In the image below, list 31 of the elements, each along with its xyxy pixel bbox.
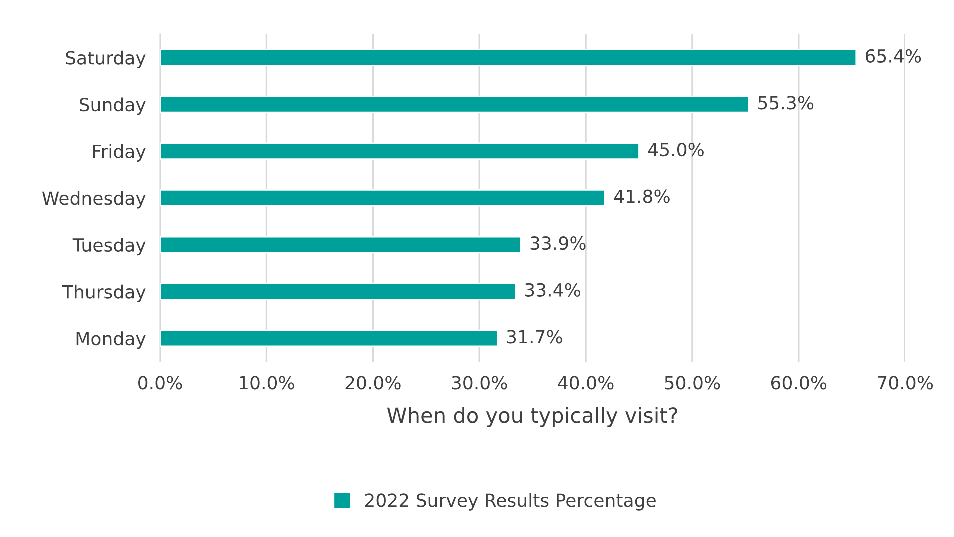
x-tick-label: 40.0%	[558, 376, 614, 390]
data-label: 33.4%	[525, 283, 580, 297]
y-tick-label: Tuesday	[72, 238, 146, 256]
y-tick-label: Saturday	[66, 50, 146, 68]
x-tick-label: 50.0%	[665, 376, 720, 390]
x-axis-title: When do you typically visit?	[387, 407, 678, 428]
bar	[160, 283, 516, 300]
x-tick-label: 60.0%	[771, 376, 827, 390]
bar	[160, 142, 640, 160]
bar	[160, 236, 522, 254]
x-tick-label: 0.0%	[138, 376, 182, 390]
y-tick-label: Wednesday	[42, 191, 146, 209]
y-tick-label: Sunday	[80, 98, 146, 116]
bar	[160, 190, 606, 207]
bar	[160, 330, 498, 348]
data-label: 55.3%	[758, 96, 814, 110]
y-tick-label: Monday	[76, 332, 146, 350]
legend-label: 2022 Survey Results Percentage	[365, 493, 656, 511]
x-tick-label: 70.0%	[878, 376, 934, 390]
bar	[160, 49, 858, 66]
data-label: 65.4%	[866, 49, 922, 64]
data-label: 31.7%	[507, 330, 562, 344]
bar	[160, 96, 750, 114]
y-tick-label: Friday	[93, 144, 146, 162]
x-tick-label: 20.0%	[346, 376, 401, 390]
data-label: 33.9%	[530, 236, 586, 250]
data-label: 41.8%	[614, 190, 670, 204]
data-label: 45.0%	[648, 142, 704, 157]
x-tick-label: 10.0%	[240, 376, 294, 390]
y-tick-label: Thursday	[62, 284, 146, 302]
x-tick-label: 30.0%	[452, 376, 508, 390]
